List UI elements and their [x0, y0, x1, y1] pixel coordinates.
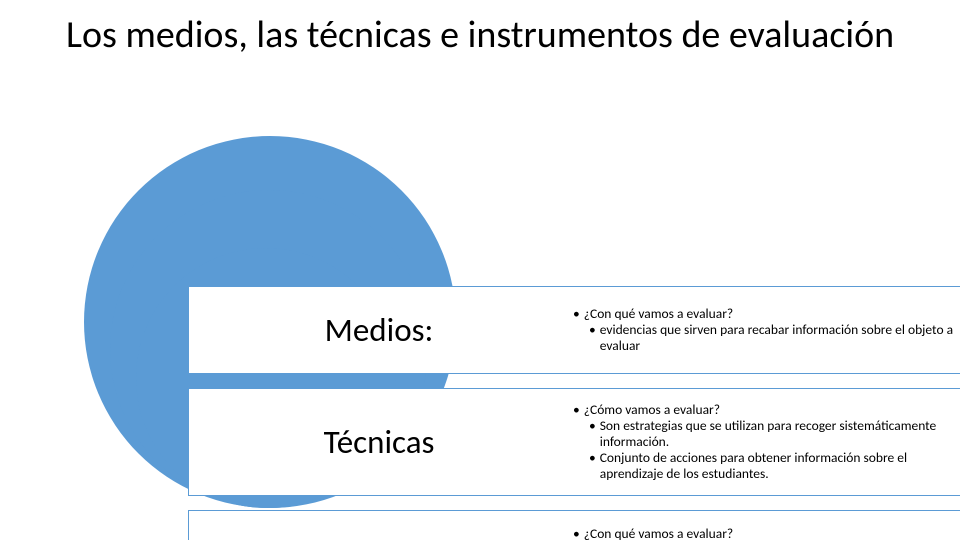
lead-text: ¿Cómo vamos a evaluar?: [584, 402, 720, 418]
bullet-icon: •: [589, 418, 600, 450]
slide-title: Los medios, las técnicas e instrumentos …: [66, 14, 896, 58]
row-label-medios: Medios:: [189, 287, 569, 373]
lead-bullet: • ¿Con qué vamos a evaluar?: [573, 306, 960, 322]
sub-bullet: • Conjunto de acciones para obtener info…: [573, 450, 960, 482]
bullet-icon: •: [573, 526, 584, 540]
row-tecnicas: Técnicas • ¿Cómo vamos a evaluar? • Son …: [188, 388, 960, 496]
lead-bullet: • ¿Con qué vamos a evaluar?: [573, 526, 960, 540]
bullet-icon: •: [589, 322, 600, 354]
lead-text: ¿Con qué vamos a evaluar?: [584, 526, 733, 540]
row-body-tecnicas: • ¿Cómo vamos a evaluar? • Son estrategi…: [569, 389, 960, 495]
sub-bullet: • Son estrategias que se utilizan para r…: [573, 418, 960, 450]
row-label-instrumentos: Instrumentos: [189, 511, 569, 540]
lead-text: ¿Con qué vamos a evaluar?: [584, 306, 733, 322]
venn-circles: Medios: • ¿Con qué vamos a evaluar? • ev…: [84, 136, 904, 516]
row-medios: Medios: • ¿Con qué vamos a evaluar? • ev…: [188, 286, 960, 374]
row-instrumentos: Instrumentos • ¿Con qué vamos a evaluar?…: [188, 510, 960, 540]
sub-text: Conjunto de acciones para obtener inform…: [600, 450, 960, 482]
slide: Los medios, las técnicas e instrumentos …: [0, 0, 960, 540]
sub-bullet: • evidencias que sirven para recabar inf…: [573, 322, 960, 354]
row-body-medios: • ¿Con qué vamos a evaluar? • evidencias…: [569, 287, 960, 373]
sub-text: evidencias que sirven para recabar infor…: [600, 322, 960, 354]
bullet-icon: •: [573, 402, 584, 418]
row-body-instrumentos: • ¿Con qué vamos a evaluar? • Aquellas h…: [569, 511, 960, 540]
row-label-tecnicas: Técnicas: [189, 389, 569, 495]
bullet-icon: •: [589, 450, 600, 482]
bullet-icon: •: [573, 306, 584, 322]
lead-bullet: • ¿Cómo vamos a evaluar?: [573, 402, 960, 418]
sub-text: Son estrategias que se utilizan para rec…: [600, 418, 960, 450]
